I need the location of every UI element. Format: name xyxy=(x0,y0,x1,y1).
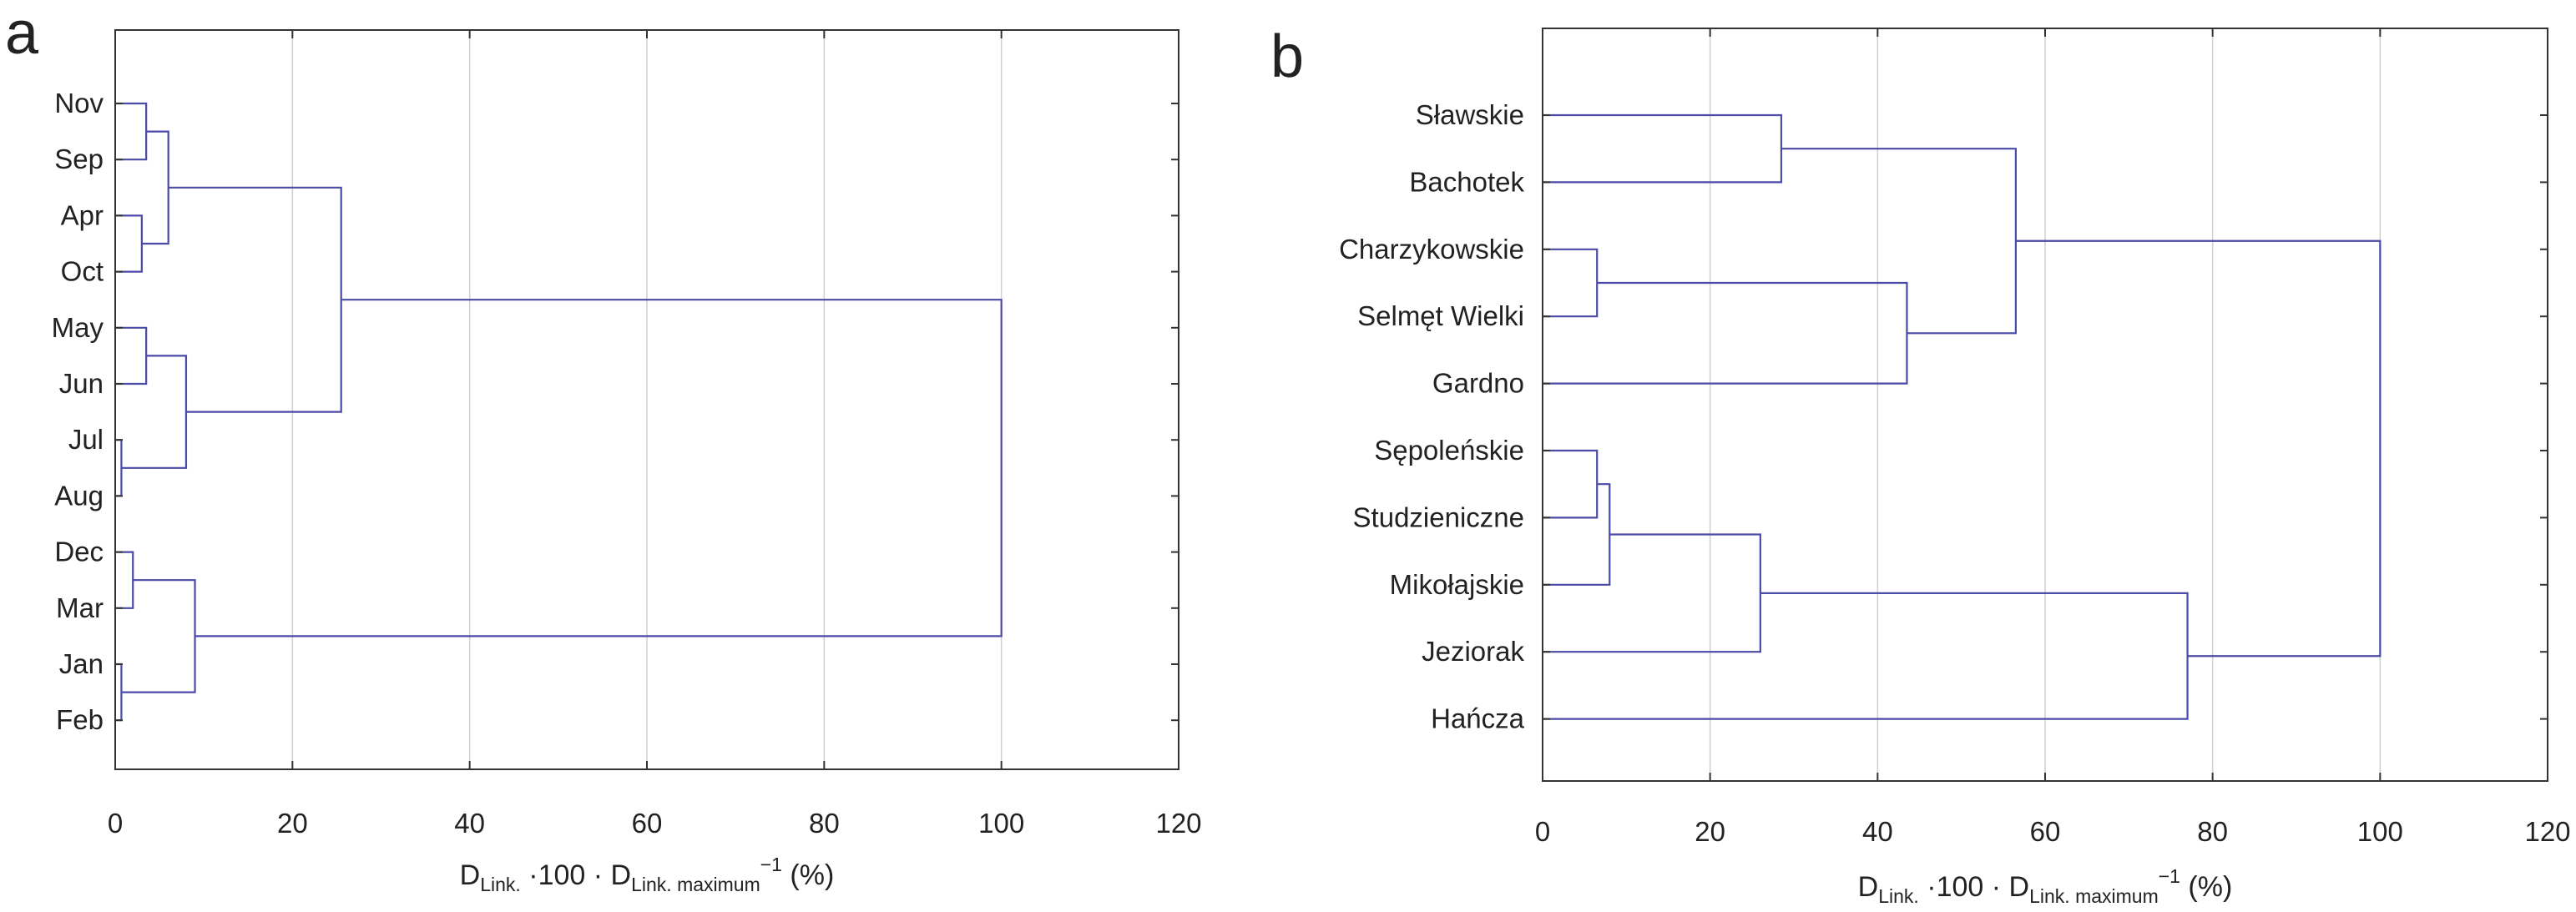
panel-b-leaf-labels: Sławskie Bachotek Charzykowskie Selmęt Wiel… xyxy=(1339,99,1525,734)
panel-a-links xyxy=(115,102,1003,722)
panel-a-dendrogram: a Nov Sep Apr Oct May Jun Jul Aug Dec Mar Jan Feb 0… xyxy=(5,0,1202,895)
panel-a-x-tick-labels: 0 20 40 60 80 100 120 xyxy=(108,808,1202,839)
dendrogram-link xyxy=(115,326,148,385)
panel-a-leaf-labels: Nov Sep Apr Oct May Jun Jul Aug Dec Mar Jan Feb xyxy=(52,88,104,735)
x-tick-label: 120 xyxy=(1155,808,1201,839)
leaf-label: Sławskie xyxy=(1416,99,1524,130)
x-tick-label: 60 xyxy=(632,808,663,839)
leaf-label: Oct xyxy=(61,256,104,287)
x-tick-label: 20 xyxy=(1695,816,1725,847)
leaf-label: Jun xyxy=(59,368,104,399)
panel-b-ticks xyxy=(1542,28,2548,781)
dendrogram-link xyxy=(1543,248,1599,318)
leaf-label: Sep xyxy=(54,144,104,174)
leaf-label: Selmęt Wielki xyxy=(1357,300,1524,331)
x-tick-label: 20 xyxy=(277,808,308,839)
dendrogram-link xyxy=(121,355,188,469)
x-tick-label: 80 xyxy=(809,808,840,839)
x-tick-label: 80 xyxy=(2197,816,2228,847)
dendrogram-link xyxy=(115,551,134,609)
leaf-label: Hańcza xyxy=(1431,703,1525,734)
leaf-label: Dec xyxy=(54,537,104,567)
leaf-label: Aug xyxy=(54,480,104,511)
panel-a-x-axis-label: DLink. ·100 · DLink. maximum−1 (%) xyxy=(460,854,835,895)
leaf-label: Charzykowskie xyxy=(1339,234,1524,265)
leaf-label: Nov xyxy=(54,88,104,118)
leaf-label: Jan xyxy=(59,648,104,679)
x-tick-label: 100 xyxy=(978,808,1024,839)
panel-b-links xyxy=(1543,113,2382,720)
leaf-label: Mar xyxy=(56,592,104,623)
x-tick-label: 100 xyxy=(2357,816,2403,847)
x-tick-label: 0 xyxy=(108,808,123,839)
dendrogram-link xyxy=(194,299,1003,637)
leaf-label: Gardno xyxy=(1432,368,1524,399)
panel-b-label: b xyxy=(1270,23,1304,90)
panel-a-ticks xyxy=(114,30,1179,769)
leaf-label: Jeziorak xyxy=(1422,636,1524,667)
x-tick-label: 60 xyxy=(2030,816,2061,847)
dendrogram-link xyxy=(1543,533,1761,653)
dendrogram-link xyxy=(1543,592,2189,720)
leaf-label: Mikołajskie xyxy=(1390,569,1524,600)
panel-b-x-tick-labels: 0 20 40 60 80 100 120 xyxy=(1535,816,2571,847)
leaf-label: Sępoleńskie xyxy=(1374,435,1524,466)
x-tick-label: 120 xyxy=(2524,816,2570,847)
x-tick-label: 0 xyxy=(1535,816,1550,847)
leaf-label: Feb xyxy=(56,704,104,735)
leaf-label: Apr xyxy=(61,199,104,230)
panel-a-gridlines xyxy=(291,30,1003,769)
panel-b-dendrogram: b Sławskie Bachotek Charzykowskie Selmęt Wi… xyxy=(1270,23,2571,907)
x-tick-label: 40 xyxy=(454,808,485,839)
x-tick-label: 40 xyxy=(1862,816,1893,847)
leaf-label: Jul xyxy=(68,424,104,455)
dendrogram-link xyxy=(2015,239,2382,658)
dendrogram-link xyxy=(1780,148,2017,335)
panel-a-label: a xyxy=(5,0,39,67)
dendrogram-link xyxy=(115,102,148,161)
dendrogram-link xyxy=(115,214,143,273)
dendrogram-link xyxy=(1543,483,1611,586)
dendrogram-link xyxy=(1543,449,1599,519)
leaf-label: Bachotek xyxy=(1409,166,1524,197)
panel-b-x-axis-label: DLink. ·100 · DLink. maximum−1 (%) xyxy=(1858,865,2233,907)
dendrogram-link xyxy=(115,439,123,497)
leaf-label: May xyxy=(52,312,104,343)
panel-b-gridlines xyxy=(1709,28,2382,781)
dendrogram-link xyxy=(115,663,123,722)
dendrogram-link xyxy=(1543,113,1783,184)
dendrogram-link xyxy=(168,186,342,413)
leaf-label: Studzieniczne xyxy=(1353,501,1524,532)
